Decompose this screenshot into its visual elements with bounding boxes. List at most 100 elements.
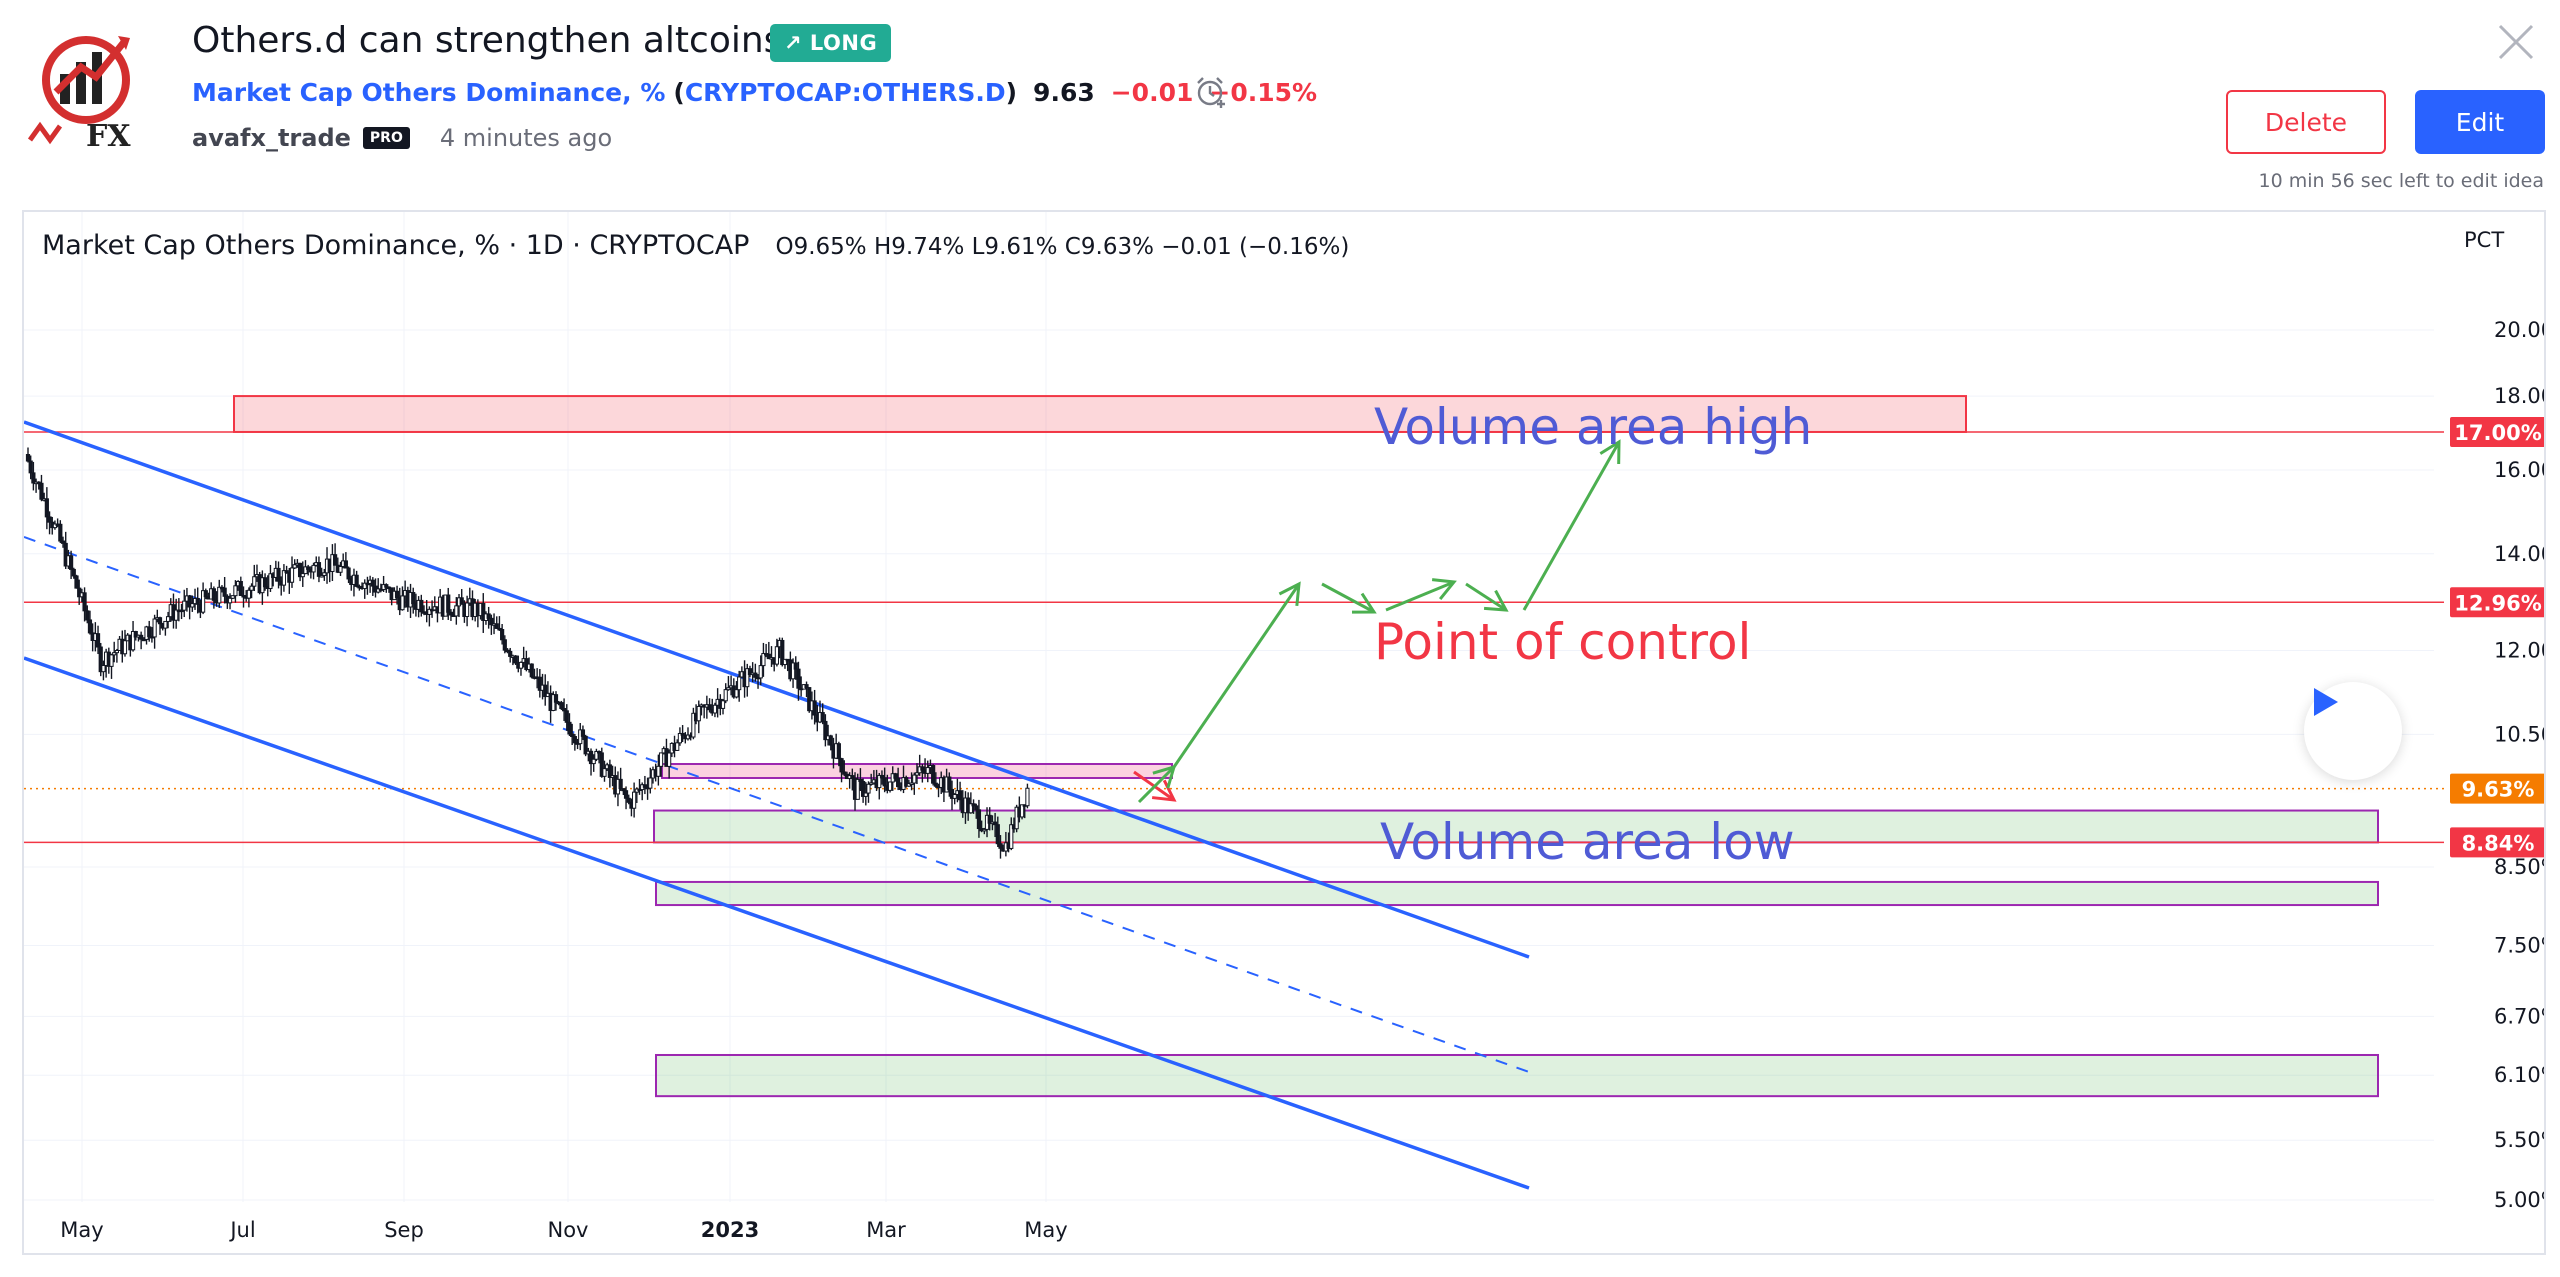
- candle-body: [222, 587, 227, 597]
- candle-body: [114, 649, 119, 654]
- candle-body: [863, 792, 868, 797]
- symbol-ticker-link[interactable]: CRYPTOCAP:OTHERS.D: [684, 78, 1006, 107]
- candle-body: [494, 623, 499, 629]
- candle-body: [333, 554, 338, 566]
- symbol-name-link[interactable]: Market Cap Others Dominance, %: [192, 78, 666, 107]
- candle-body: [139, 634, 144, 640]
- candle-body: [47, 516, 52, 523]
- green-arrow-4-head: [1431, 578, 1457, 601]
- candle-body: [632, 791, 637, 809]
- candle-body: [952, 793, 957, 799]
- candle-body: [626, 797, 631, 803]
- green-arrow-4: [1385, 580, 1455, 612]
- candle-body: [820, 712, 825, 722]
- candle-body: [623, 790, 629, 799]
- candle-body: [793, 662, 798, 670]
- bull-logo-icon: FX: [27, 36, 131, 154]
- x-tick-label: May: [60, 1218, 103, 1242]
- candle-body: [31, 472, 36, 484]
- svg-text:FX: FX: [86, 119, 131, 154]
- replay-button[interactable]: [2304, 682, 2402, 780]
- candle-body: [354, 574, 359, 587]
- candle-body: [572, 736, 577, 744]
- x-tick-label: Mar: [866, 1218, 906, 1242]
- candle-body: [949, 788, 955, 799]
- candle-body: [174, 609, 179, 621]
- candle-body: [974, 805, 979, 811]
- candle-body: [227, 597, 233, 604]
- y-tick-label: 7.50%: [2494, 934, 2546, 958]
- candle-body: [861, 780, 866, 797]
- price-axis[interactable]: 20.00% 18.00% 16.00% 14.00% 12.00% 10.50% 8.50…: [2450, 318, 2546, 1212]
- candle-body: [508, 650, 513, 657]
- candle-body: [518, 661, 524, 669]
- green-arrow-3-head: [1351, 592, 1377, 614]
- candle-body: [998, 843, 1003, 849]
- edit-button[interactable]: Edit: [2415, 90, 2545, 154]
- candle-body: [343, 560, 348, 569]
- candle-body: [300, 573, 305, 578]
- candle-body: [152, 618, 157, 638]
- green-arrow-2: [1172, 583, 1301, 768]
- candle-body: [249, 585, 254, 591]
- y-tick-label: 5.00%: [2494, 1188, 2546, 1212]
- candle-body: [925, 767, 930, 774]
- close-icon[interactable]: [2496, 22, 2536, 62]
- candle-body: [850, 775, 855, 779]
- candle-body: [879, 774, 885, 779]
- candle-body: [734, 689, 739, 698]
- published-time: 4 minutes ago: [439, 124, 613, 152]
- time-axis[interactable]: May Jul Sep Nov 2023 Mar May: [60, 1218, 1067, 1242]
- candle-body: [322, 572, 327, 576]
- delete-button[interactable]: Delete: [2226, 90, 2386, 154]
- candle-body: [502, 639, 507, 651]
- candle-body: [63, 542, 68, 567]
- y-tick-label: 6.70%: [2494, 1004, 2546, 1028]
- candle-body: [642, 784, 647, 788]
- legend-symbol[interactable]: Market Cap Others Dominance, % · 1D · CR…: [42, 230, 750, 261]
- candle-body: [570, 733, 575, 738]
- candle-body: [481, 602, 486, 621]
- symbol-line: Market Cap Others Dominance, % ( CRYPTOC…: [192, 78, 1317, 107]
- chart-panel[interactable]: Volume area high Point of control Volume a…: [22, 210, 2546, 1255]
- candle-body: [564, 710, 569, 723]
- candle-body: [804, 684, 809, 689]
- add-alert-icon[interactable]: [1193, 74, 1229, 110]
- candle-body: [933, 782, 938, 787]
- candle-body: [95, 633, 101, 648]
- candle-body: [993, 821, 998, 826]
- candle-body: [60, 540, 66, 544]
- candle-body: [187, 595, 192, 608]
- chart-canvas[interactable]: Volume area high Point of control Volume a…: [24, 212, 2546, 1255]
- candle-body: [195, 597, 200, 605]
- candle-body: [201, 590, 206, 613]
- candle-body: [419, 599, 424, 613]
- candle-body: [246, 589, 251, 599]
- candle-body: [877, 774, 882, 789]
- author-logo[interactable]: FX: [26, 22, 158, 154]
- candle-body: [306, 566, 311, 570]
- candle-body: [179, 609, 184, 613]
- candle-body: [262, 577, 268, 588]
- candle-body: [920, 766, 925, 771]
- candle-body: [241, 594, 246, 598]
- candle-body: [567, 721, 572, 735]
- symbol-change: −0.01: [1110, 78, 1194, 107]
- candle-body: [316, 562, 322, 577]
- candle-body: [384, 584, 389, 588]
- scale-unit[interactable]: PCT: [2464, 228, 2505, 252]
- candle-body: [284, 570, 289, 574]
- candle-body: [74, 575, 79, 589]
- candle-body: [400, 595, 405, 611]
- author-link[interactable]: avafx_trade: [192, 124, 351, 152]
- candle-body: [513, 655, 518, 664]
- candle-body: [667, 752, 672, 767]
- symbol-paren-open: (: [673, 78, 685, 107]
- candle-body: [836, 743, 841, 760]
- candle-body: [882, 777, 887, 787]
- candle-body: [553, 694, 559, 703]
- candle-body: [268, 573, 273, 589]
- candle-body: [896, 777, 901, 788]
- candle-body: [858, 778, 863, 782]
- candle-body: [39, 482, 44, 500]
